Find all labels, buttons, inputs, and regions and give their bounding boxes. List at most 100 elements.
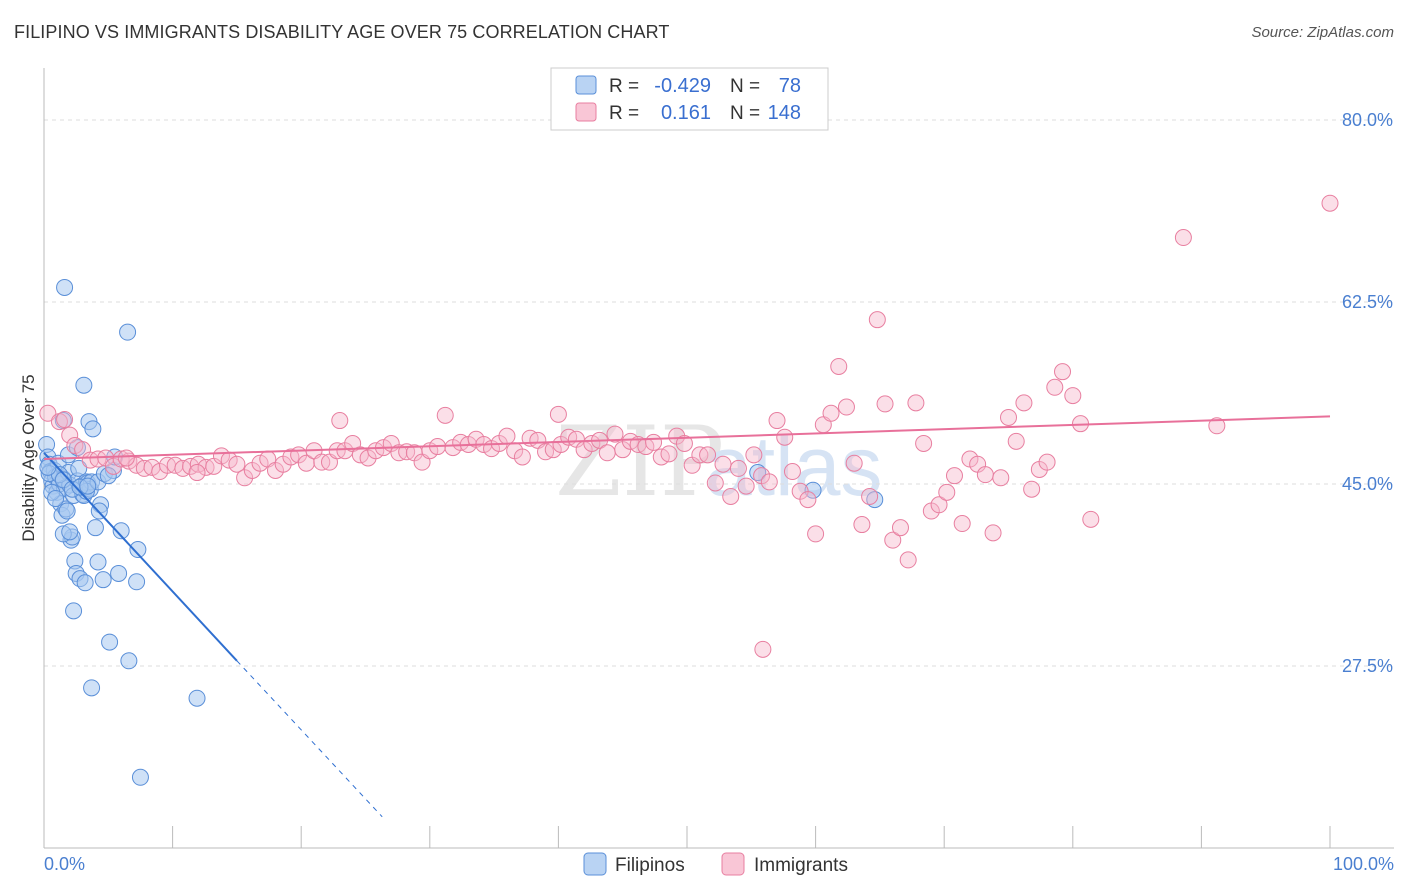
immigrants-point: [714, 455, 732, 473]
filipinos-point: [110, 564, 128, 582]
immigrants-point: [660, 445, 678, 463]
filipinos-point: [94, 571, 112, 589]
filipinos-point: [58, 502, 76, 520]
immigrants-point: [1023, 480, 1041, 498]
filipinos-point: [76, 574, 94, 592]
immigrants-point: [783, 463, 801, 481]
immigrants-point: [976, 466, 994, 484]
filipinos-point: [65, 602, 83, 620]
immigrants-point: [729, 459, 747, 477]
filipinos-point: [101, 633, 119, 651]
immigrants-point: [1321, 194, 1339, 212]
immigrants-point: [606, 425, 624, 443]
filipinos-point: [83, 679, 101, 697]
chart-title: FILIPINO VS IMMIGRANTS DISABILITY AGE OV…: [14, 22, 670, 42]
immigrants-point: [699, 446, 717, 464]
immigrants-point: [1038, 453, 1056, 471]
series-legend-swatch-immigrants: [721, 852, 745, 876]
filipinos-point: [56, 278, 74, 296]
immigrants-point: [760, 473, 778, 491]
immigrants-point: [188, 464, 206, 482]
immigrants-point: [876, 395, 894, 413]
immigrants-point: [915, 434, 933, 452]
filipinos-point: [120, 652, 138, 670]
filipinos-point: [131, 768, 149, 786]
filipinos-point: [129, 541, 147, 559]
filipinos-trend-line: [43, 452, 238, 662]
legend-r-label-filipinos: R =: [609, 76, 639, 97]
immigrants-point: [1208, 417, 1226, 435]
immigrants-point: [645, 433, 663, 451]
immigrants-point: [1054, 363, 1072, 381]
immigrants-points: [39, 194, 1339, 658]
x-tick-label-min: 0.0%: [44, 854, 85, 874]
immigrants-point: [297, 454, 315, 472]
x-tick-label-max: 100.0%: [1333, 854, 1394, 874]
immigrants-point: [212, 447, 230, 465]
immigrants-point: [39, 404, 57, 422]
immigrants-point: [776, 428, 794, 446]
immigrants-point: [1000, 408, 1017, 426]
immigrants-point: [938, 483, 956, 501]
immigrants-point: [768, 412, 786, 430]
immigrants-point: [228, 455, 246, 473]
series-legend-swatch-filipinos: [583, 852, 607, 876]
immigrants-point: [945, 467, 963, 485]
y-tick-label: 45.0%: [1342, 474, 1393, 494]
immigrants-point: [861, 487, 879, 505]
immigrants-point: [66, 437, 84, 455]
immigrants-point: [868, 311, 886, 329]
series-legend: Filipinos Immigrants: [583, 852, 848, 876]
filipinos-point: [70, 459, 88, 477]
trend-lines: [43, 415, 1331, 818]
immigrants-point: [822, 404, 840, 422]
filipinos-point: [188, 689, 206, 707]
filipinos-point: [79, 477, 97, 495]
filipinos-point: [89, 553, 107, 571]
immigrants-point: [992, 469, 1010, 487]
filipinos-point: [112, 522, 130, 540]
y-tick-label: 27.5%: [1342, 656, 1393, 676]
immigrants-point: [837, 398, 855, 416]
y-tick-label: 62.5%: [1342, 292, 1393, 312]
filipinos-point: [75, 376, 93, 394]
legend-n-value-immigrants: 148: [768, 102, 801, 124]
filipinos-points: [38, 278, 884, 786]
immigrants-point: [830, 357, 848, 375]
immigrants-point: [853, 516, 871, 534]
legend-r-label-immigrants: R =: [609, 103, 639, 124]
immigrants-point: [984, 524, 1002, 542]
source-label: Source: ZipAtlas.com: [1251, 24, 1394, 41]
legend-swatch-immigrants: [575, 102, 597, 122]
immigrants-point: [56, 411, 74, 429]
immigrants-point: [675, 434, 693, 452]
immigrants-point: [1015, 394, 1033, 412]
immigrants-point: [513, 448, 531, 466]
immigrants-point: [754, 640, 772, 658]
filipinos-point: [99, 467, 117, 485]
immigrants-point: [436, 406, 454, 424]
immigrants-trend-line: [43, 415, 1331, 461]
immigrants-point: [117, 449, 135, 467]
immigrants-point: [1174, 229, 1192, 247]
filipinos-trend-extension: [236, 660, 383, 818]
legend-r-value-immigrants: 0.161: [661, 102, 711, 124]
y-axis-label: Disability Age Over 75: [19, 374, 38, 541]
immigrants-point: [899, 551, 917, 569]
immigrants-point: [930, 496, 948, 514]
series-legend-label-immigrants: Immigrants: [754, 855, 848, 876]
immigrants-point: [549, 405, 567, 423]
immigrants-point: [722, 487, 740, 505]
immigrants-point: [953, 515, 971, 533]
immigrants-point: [884, 531, 902, 549]
immigrants-point: [331, 412, 349, 430]
immigrants-point: [1064, 387, 1082, 405]
immigrants-point: [61, 426, 79, 444]
gridlines: [44, 119, 1394, 667]
immigrants-point: [251, 454, 269, 472]
immigrants-point: [845, 454, 863, 472]
filipinos-point: [84, 420, 102, 438]
immigrants-point: [907, 394, 925, 412]
legend-n-value-filipinos: 78: [779, 75, 801, 97]
legend-swatch-filipinos: [575, 75, 597, 95]
